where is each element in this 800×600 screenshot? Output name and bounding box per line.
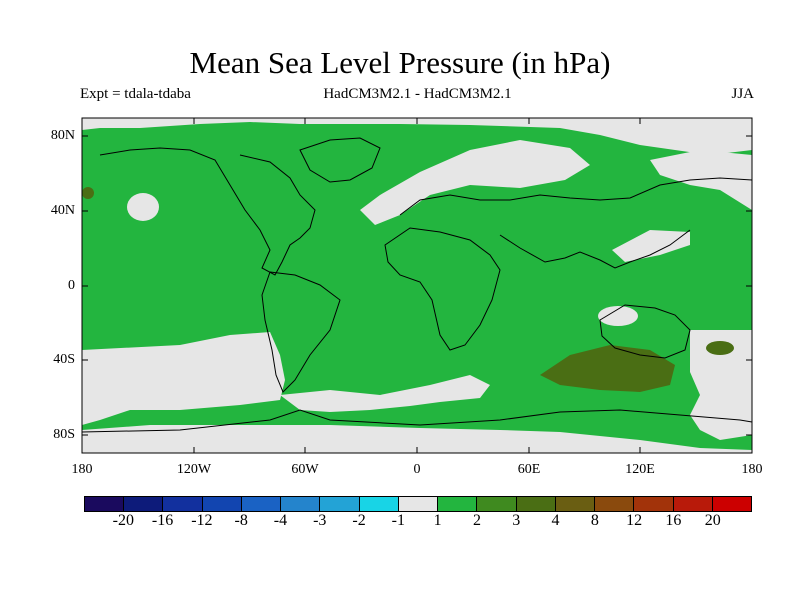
australia-coast bbox=[599, 304, 691, 359]
colorbar-cell bbox=[398, 497, 439, 511]
colorbar-label: 1 bbox=[433, 512, 442, 529]
asia-south-coast bbox=[499, 229, 691, 269]
colorbar-cell bbox=[673, 497, 713, 511]
north-america-coast bbox=[99, 147, 316, 276]
colorbar-cell bbox=[202, 497, 242, 511]
lon-label-60e: 60E bbox=[517, 462, 541, 477]
colorbar-label: 4 bbox=[551, 512, 560, 529]
model-label: HadCM3M2.1 - HadCM3M2.1 bbox=[323, 86, 512, 102]
colorbar-cell bbox=[359, 497, 399, 511]
ticks bbox=[82, 118, 752, 453]
tasman-high bbox=[706, 341, 734, 355]
lon-label-120e: 120E bbox=[625, 462, 655, 477]
colorbar-label: -20 bbox=[112, 512, 134, 529]
colorbar-label: -4 bbox=[273, 512, 288, 529]
colorbar-cell bbox=[241, 497, 282, 511]
colorbar-label: -3 bbox=[313, 512, 327, 529]
eurasia-neutral bbox=[360, 140, 590, 225]
antarctica-coast bbox=[81, 409, 753, 433]
lon-label-180w: 180 bbox=[71, 462, 93, 477]
season-label: JJA bbox=[731, 86, 754, 102]
south-america-neutral bbox=[82, 332, 285, 425]
south-america-coast bbox=[261, 271, 341, 393]
colorbar-cell bbox=[555, 497, 596, 511]
colorbar-cell bbox=[163, 497, 203, 511]
colorbar-label: 8 bbox=[590, 512, 599, 529]
colorbar-cell bbox=[477, 497, 517, 511]
greenland-coast bbox=[299, 137, 381, 183]
lon-label-60w: 60W bbox=[291, 462, 319, 477]
antarctic-neutral bbox=[82, 425, 752, 453]
ne-asia-neutral bbox=[612, 230, 690, 262]
pacific-ne-neutral bbox=[650, 150, 752, 210]
colorbar-label: -8 bbox=[234, 512, 248, 529]
lon-label-180e: 180 bbox=[741, 462, 763, 477]
lat-label-40s: 40S bbox=[53, 352, 75, 367]
colorbar-label: -12 bbox=[191, 512, 213, 529]
colorbar-label: -16 bbox=[151, 512, 174, 529]
colorbar-cell bbox=[320, 497, 360, 511]
high-positive-regions bbox=[82, 187, 734, 392]
colorbar-cell bbox=[595, 497, 635, 511]
colorbar-label: 16 bbox=[665, 512, 682, 529]
lon-label-120w: 120W bbox=[176, 462, 212, 477]
colorbar-cell bbox=[516, 497, 556, 511]
lat-label-40n: 40N bbox=[50, 203, 75, 218]
arctic-neutral bbox=[82, 118, 752, 155]
lat-label-80s: 80S bbox=[53, 427, 75, 442]
colorbar-label: 2 bbox=[472, 512, 481, 529]
colorbar-cell bbox=[85, 497, 125, 511]
colorbar-cell bbox=[281, 497, 321, 511]
colorbar-cell bbox=[124, 497, 164, 511]
australia-neutral bbox=[598, 306, 638, 326]
europe-asia-coast bbox=[399, 177, 753, 216]
colorbar bbox=[84, 496, 752, 512]
colorbar-label: 12 bbox=[626, 512, 643, 529]
colorbar-label: -2 bbox=[352, 512, 366, 529]
lat-label-0: 0 bbox=[68, 278, 75, 293]
lon-label-0: 0 bbox=[413, 462, 421, 477]
colorbar-cell bbox=[712, 497, 751, 511]
indian-ocean-high bbox=[540, 345, 675, 392]
neutral-regions bbox=[82, 118, 752, 453]
colorbar-cell bbox=[634, 497, 674, 511]
south-pacific-neutral bbox=[690, 330, 752, 440]
colorbar-label: -1 bbox=[391, 512, 405, 529]
coastlines bbox=[81, 137, 753, 433]
colorbar-label: 20 bbox=[704, 512, 721, 529]
nw-pacific-high bbox=[82, 187, 94, 199]
chart-title: Mean Sea Level Pressure (in hPa) bbox=[189, 45, 611, 80]
colorbar-label: 3 bbox=[512, 512, 521, 529]
experiment-label: Expt = tdala-tdaba bbox=[80, 86, 191, 102]
colorbar-cell bbox=[438, 497, 478, 511]
africa-coast bbox=[384, 227, 501, 351]
lat-label-80n: 80N bbox=[50, 128, 75, 143]
pacific-nw-neutral bbox=[127, 193, 159, 221]
southern-ocean-neutral bbox=[280, 375, 490, 412]
